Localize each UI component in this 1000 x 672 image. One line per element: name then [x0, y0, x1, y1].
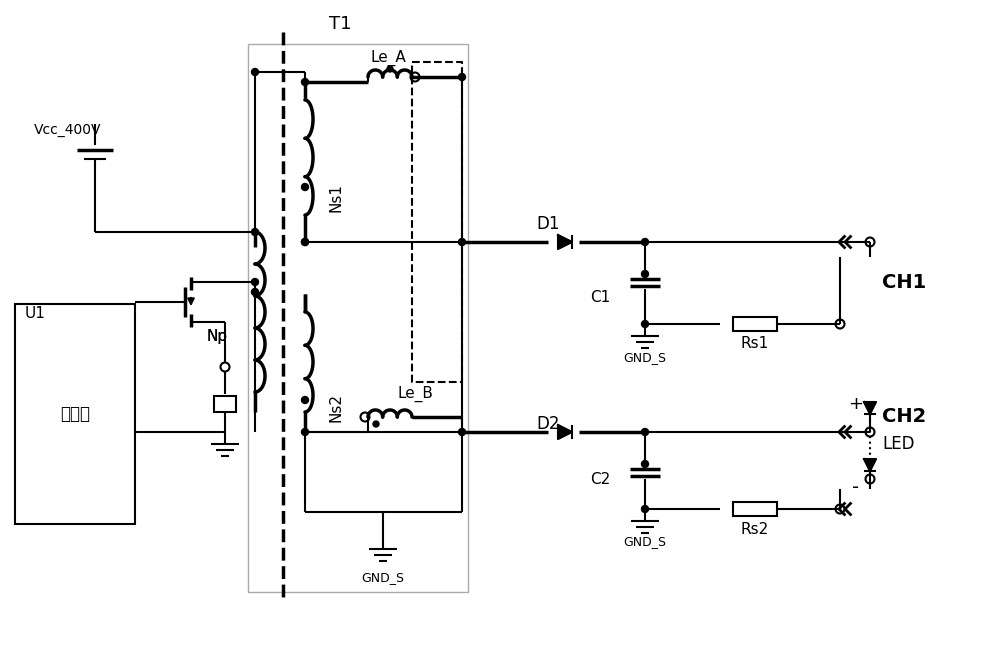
- Text: Ns1: Ns1: [328, 183, 343, 212]
- Bar: [15, 304, 135, 524]
- Circle shape: [252, 288, 258, 296]
- Circle shape: [458, 239, 466, 245]
- Bar: [248, 44, 468, 592]
- Circle shape: [387, 66, 393, 72]
- Circle shape: [252, 69, 258, 75]
- Circle shape: [458, 73, 466, 81]
- Text: Le_A: Le_A: [370, 50, 406, 66]
- Text: GND_S: GND_S: [624, 536, 666, 548]
- Text: Rs2: Rs2: [741, 521, 769, 536]
- Text: CH2: CH2: [882, 407, 926, 427]
- Text: C2: C2: [590, 472, 610, 487]
- Text: +: +: [848, 395, 864, 413]
- Text: Rs1: Rs1: [741, 337, 769, 351]
- Circle shape: [642, 505, 648, 513]
- Bar: [733, 317, 777, 331]
- Circle shape: [302, 183, 308, 190]
- Text: T1: T1: [329, 15, 351, 33]
- Circle shape: [252, 278, 258, 286]
- Circle shape: [302, 239, 308, 245]
- Circle shape: [458, 429, 466, 435]
- Text: D2: D2: [536, 415, 560, 433]
- Circle shape: [642, 460, 648, 468]
- Circle shape: [302, 239, 308, 245]
- Circle shape: [302, 396, 308, 403]
- Text: LED: LED: [882, 435, 914, 453]
- Polygon shape: [864, 402, 876, 414]
- Text: -: -: [852, 478, 860, 497]
- Text: D1: D1: [536, 215, 560, 233]
- Circle shape: [642, 239, 648, 245]
- Text: Np: Np: [207, 329, 228, 345]
- Text: 控制器: 控制器: [60, 405, 90, 423]
- Polygon shape: [558, 235, 572, 249]
- Circle shape: [642, 321, 648, 327]
- Bar: [214, 396, 236, 412]
- Text: C1: C1: [590, 290, 610, 304]
- Circle shape: [642, 271, 648, 278]
- Circle shape: [252, 228, 258, 235]
- Text: CH1: CH1: [882, 273, 926, 292]
- Text: Le_B: Le_B: [397, 386, 433, 402]
- Circle shape: [302, 79, 308, 85]
- Text: Np: Np: [207, 329, 228, 345]
- Text: GND_S: GND_S: [624, 351, 666, 364]
- Circle shape: [642, 429, 648, 435]
- Circle shape: [302, 429, 308, 435]
- Circle shape: [373, 421, 379, 427]
- Polygon shape: [864, 459, 876, 471]
- Text: U1: U1: [25, 306, 45, 321]
- Polygon shape: [558, 425, 572, 439]
- Bar: [733, 502, 777, 516]
- Text: Vcc_400V: Vcc_400V: [34, 123, 102, 137]
- Text: Ns2: Ns2: [328, 392, 343, 421]
- Text: GND_S: GND_S: [362, 571, 404, 585]
